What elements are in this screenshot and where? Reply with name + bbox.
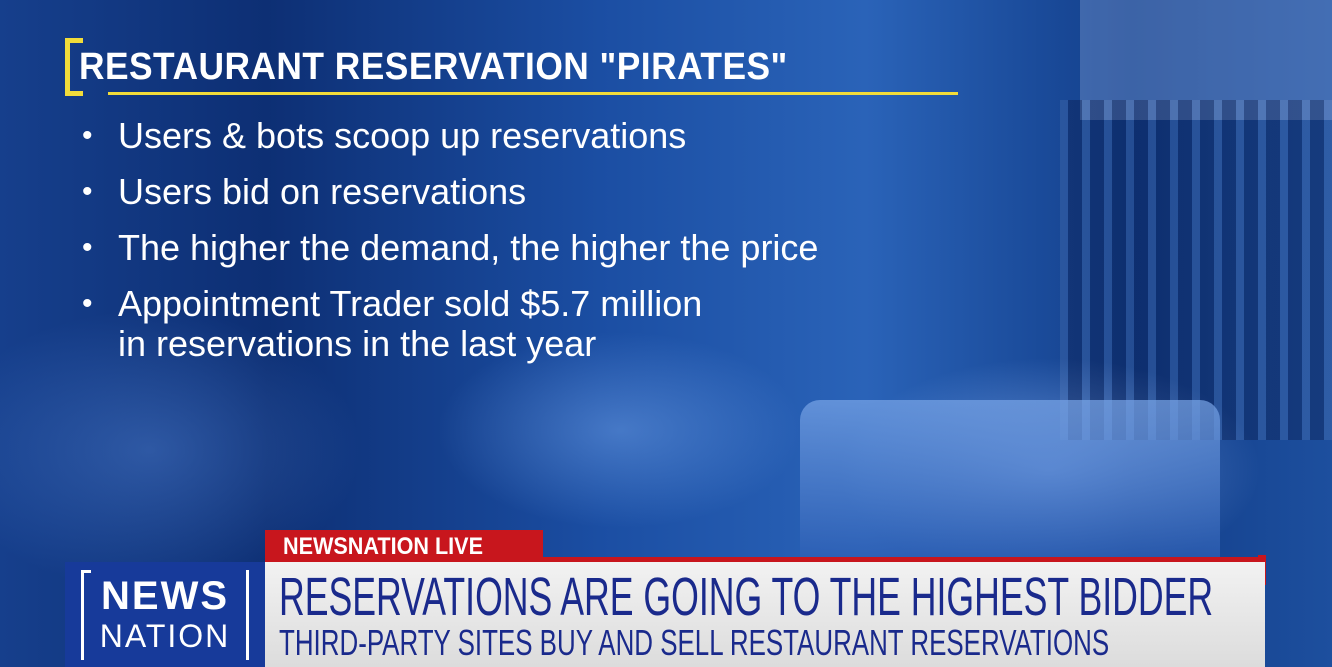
bullet-list: • Users & bots scoop up reservations • Use…	[80, 108, 818, 364]
red-divider	[265, 557, 1265, 562]
newsnation-logo: NEWS NATION	[65, 562, 265, 667]
bullet-dot-icon: •	[82, 119, 93, 152]
background-curtains	[1060, 100, 1332, 440]
bullet-dot-icon: •	[82, 175, 93, 208]
logo-line2: NATION	[99, 618, 231, 654]
subheadline: THIRD-PARTY SITES BUY AND SELL RESTAURAN…	[279, 622, 1110, 663]
bullet-continuation: in reservations in the last year	[118, 323, 597, 364]
bullet-dot-icon: •	[82, 287, 93, 320]
headline: RESERVATIONS ARE GOING TO THE HIGHEST BI…	[279, 567, 1214, 627]
bullet-item: • Appointment Trader sold $5.7 million in …	[80, 276, 818, 364]
bullet-item: • The higher the demand, the higher the p…	[80, 220, 818, 276]
title-bracket	[65, 38, 83, 96]
graphic-title: RESTAURANT RESERVATION "PIRATES"	[79, 46, 788, 88]
bullet-text: Users & bots scoop up reservations	[118, 115, 687, 156]
bullet-text: Users bid on reservations	[118, 171, 527, 212]
live-tab: NEWSNATION LIVE	[265, 530, 543, 560]
bullet-text: The higher the demand, the higher the pr…	[118, 227, 819, 268]
bullet-item: • Users bid on reservations	[80, 164, 818, 220]
bullet-dot-icon: •	[82, 231, 93, 264]
bullet-item: • Users & bots scoop up reservations	[80, 108, 818, 164]
background-dining-table	[800, 400, 1220, 560]
title-underline	[108, 92, 958, 95]
bullet-text: Appointment Trader sold $5.7 million	[118, 283, 703, 324]
logo-line1: NEWS	[101, 574, 229, 618]
background-window	[1080, 0, 1332, 120]
logo-frame	[81, 570, 249, 660]
live-label: NEWSNATION LIVE	[283, 533, 484, 560]
headline-banner: RESERVATIONS ARE GOING TO THE HIGHEST BI…	[265, 562, 1265, 667]
